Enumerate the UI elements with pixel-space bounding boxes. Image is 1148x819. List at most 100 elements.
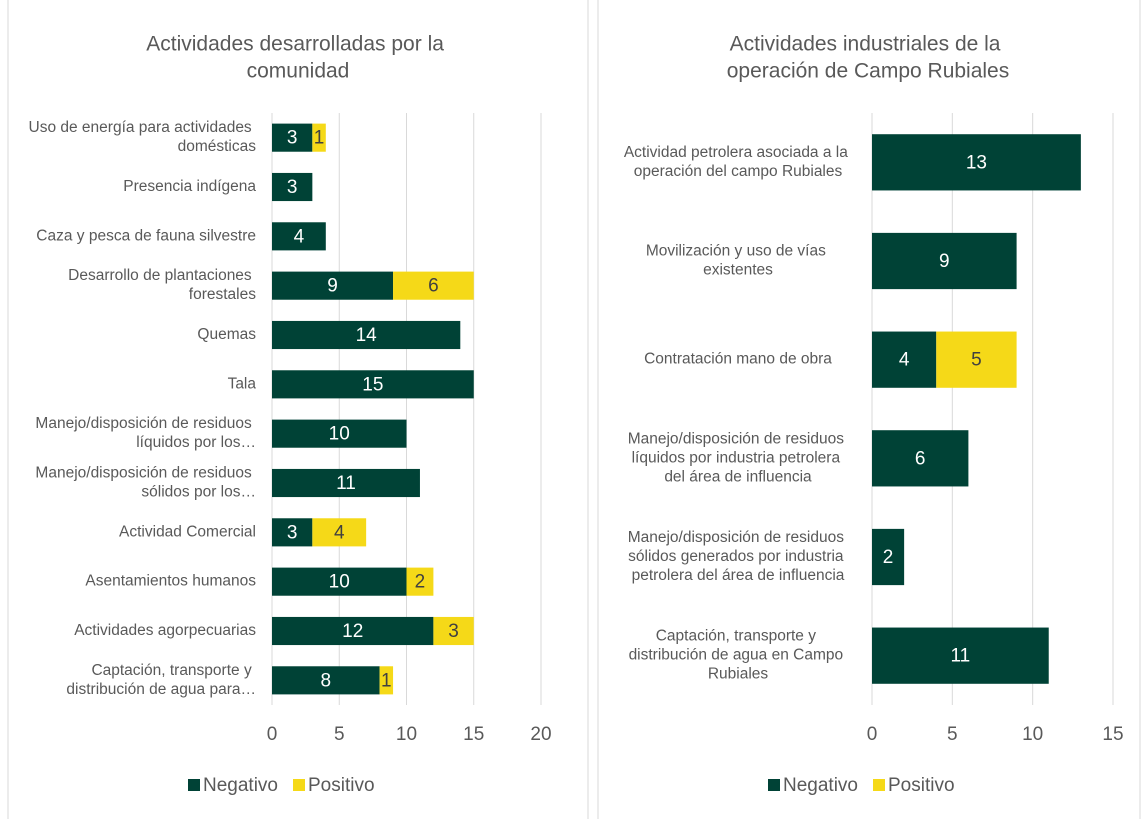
bar-segment	[872, 430, 969, 487]
data-label: 4	[899, 350, 910, 371]
text-line: Movilización y uso de vías	[646, 243, 830, 260]
text-line: Manejo/disposición de residuos	[628, 430, 849, 447]
legend-label: Negativo	[203, 775, 278, 796]
bar-segment	[433, 616, 474, 646]
legend-label: Negativo	[783, 775, 858, 796]
text-line: Uso de energía para actividades	[29, 119, 256, 136]
x-tick-label: 15	[1102, 724, 1123, 745]
data-label: 3	[448, 621, 459, 642]
text-line: del área de influencia	[664, 468, 812, 485]
bar-segment	[272, 468, 420, 498]
data-label: 8	[321, 670, 332, 691]
text-line: Contratación mano de obra	[644, 351, 832, 368]
text-line: Actividades desarrolladas por la	[146, 32, 450, 55]
bar-segment	[272, 666, 380, 695]
y-tick-label: Actividad Comercial	[119, 523, 256, 540]
text-line: Tala	[228, 375, 257, 392]
text-line: comunidad	[247, 59, 350, 82]
y-tick-label: Actividades agorpecuarias	[74, 622, 256, 639]
data-label: 9	[939, 251, 950, 272]
data-label: 10	[329, 424, 350, 445]
data-label: 9	[327, 276, 338, 297]
y-tick-label: Asentamientos humanos	[85, 573, 256, 590]
y-tick-label: Captación, transporte y distribución de …	[629, 628, 848, 683]
x-tick-label: 20	[530, 724, 551, 745]
y-tick-label: Actividad petrolera asociada a la operac…	[624, 144, 852, 180]
x-tick-label: 5	[334, 724, 345, 745]
text-line: Asentamientos humanos	[85, 573, 256, 590]
bar-segment	[406, 567, 434, 596]
y-tick-label: Tala	[228, 375, 257, 392]
legend-label: Positivo	[308, 775, 375, 796]
text-line: forestales	[189, 286, 256, 303]
data-label: 11	[950, 646, 970, 667]
bar-segment	[312, 518, 367, 547]
data-label: 4	[294, 226, 305, 247]
bar-segment	[272, 518, 313, 547]
bar-segment	[936, 331, 1017, 388]
y-tick-label: Desarrollo de plantaciones forestales	[68, 267, 256, 303]
bar-segment	[272, 123, 313, 152]
x-tick-label: 10	[396, 724, 417, 745]
bar-segment	[872, 331, 937, 388]
text-line: distribución de agua en Campo	[629, 647, 848, 664]
bar-segment	[393, 271, 474, 300]
text-line: Presencia indígena	[123, 178, 256, 195]
y-tick-label: Manejo/disposición de residuos sólidos g…	[628, 529, 849, 584]
x-tick-label: 10	[1022, 724, 1043, 745]
text-line: domésticas	[178, 138, 257, 155]
data-label: 2	[415, 572, 426, 593]
y-tick-label: Manejo/disposición de residuos líquidos …	[35, 415, 256, 451]
bar-segment	[272, 616, 434, 646]
text-line: operación de Campo Rubiales	[727, 59, 1010, 82]
text-line: Desarrollo de plantaciones	[68, 267, 256, 284]
text-line: existentes	[703, 262, 773, 279]
y-tick-label: Manejo/disposición de residuos líquidos …	[628, 430, 849, 485]
text-line: Actividades industriales de la	[730, 32, 1007, 55]
text-line: sólidos generados por industria	[628, 548, 848, 565]
text-line: Quemas	[197, 326, 256, 343]
chart-title: Actividades industriales de la operación…	[727, 32, 1010, 82]
bar-segment	[872, 528, 905, 586]
bar-segment	[312, 123, 326, 152]
text-line: sólidos por los…	[141, 484, 256, 501]
text-line: Actividades agorpecuarias	[74, 622, 256, 639]
bar-segment	[872, 232, 1017, 290]
y-tick-label: Presencia indígena	[123, 178, 256, 195]
bar-segment	[379, 666, 394, 695]
y-tick-label: Contratación mano de obra	[644, 351, 832, 368]
data-label: 2	[883, 547, 894, 568]
bar-segment	[272, 222, 326, 251]
data-label: 13	[966, 152, 987, 173]
bar-segment	[272, 567, 407, 596]
y-tick-label: Captación, transporte y distribución de …	[66, 662, 256, 698]
text-line: Manejo/disposición de residuos	[628, 529, 849, 546]
data-label: 11	[336, 473, 356, 494]
text-line: Actividad petrolera asociada a la	[624, 144, 852, 161]
data-label: 4	[334, 522, 345, 543]
text-line: distribución de agua para…	[66, 681, 256, 698]
bar-segment	[272, 271, 394, 300]
legend-label: Positivo	[888, 775, 955, 796]
y-tick-label: Manejo/disposición de residuos sólidos p…	[35, 465, 256, 501]
data-label: 6	[428, 276, 439, 297]
data-label: 1	[314, 128, 325, 149]
data-label: 3	[287, 177, 298, 198]
text-line: líquidos por los…	[136, 434, 256, 451]
legend-swatch	[188, 779, 200, 791]
y-tick-label: Caza y pesca de fauna silvestre	[36, 227, 256, 244]
x-tick-label: 5	[947, 724, 958, 745]
bar-segment	[272, 370, 474, 399]
text-line: Actividad Comercial	[119, 523, 256, 540]
legend-swatch	[768, 779, 780, 791]
bar-segment	[272, 320, 461, 350]
text-line: Rubiales	[708, 666, 769, 683]
x-tick-label: 15	[463, 724, 484, 745]
text-line: Captación, transporte y	[656, 628, 821, 645]
bar-segment	[872, 134, 1081, 191]
data-label: 12	[342, 621, 363, 642]
data-label: 3	[287, 522, 298, 543]
chart-title: Actividades desarrolladas por la comunid…	[146, 32, 450, 82]
legend-swatch	[293, 779, 305, 791]
